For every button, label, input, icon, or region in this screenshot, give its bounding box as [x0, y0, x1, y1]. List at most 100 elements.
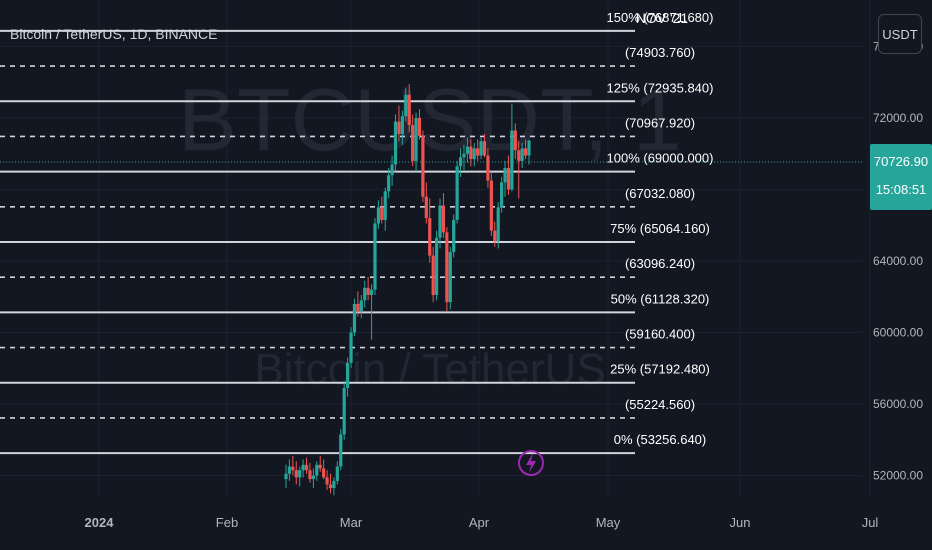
candle	[346, 357, 350, 397]
fib-level-label: (59160.400)	[625, 327, 695, 342]
candle	[462, 144, 466, 170]
candle-body	[503, 168, 507, 183]
candle	[407, 84, 411, 133]
price-badge: 70726.90 15:08:51	[870, 144, 932, 210]
watermark: BTCUSDT, 1 Bitcoin / TetherUS	[178, 70, 682, 394]
candle	[506, 155, 511, 195]
candle-body	[476, 148, 480, 156]
candle	[428, 198, 432, 263]
candle-body	[369, 289, 374, 295]
candle	[291, 455, 295, 476]
candle-body	[352, 303, 357, 333]
candle	[301, 459, 305, 478]
candle-body	[482, 141, 487, 156]
candle-body	[411, 125, 415, 161]
fib-levels[interactable]	[0, 29, 635, 455]
candle	[325, 470, 329, 490]
candle-body	[356, 303, 360, 312]
candle	[342, 382, 346, 440]
candle-body	[434, 237, 439, 295]
time-axis-label: Jun	[730, 515, 751, 530]
candle	[383, 187, 387, 231]
candle	[479, 137, 483, 160]
candle-body	[390, 164, 394, 176]
candle	[431, 246, 435, 303]
candle-body	[428, 218, 432, 256]
fib-level-labels: 150% (76871.680) (74903.760) 125% (72935.8…	[607, 10, 714, 447]
candle	[359, 294, 363, 319]
candle-body	[376, 207, 381, 224]
price-badge-price: 70726.90	[874, 154, 928, 169]
candle-body	[287, 466, 292, 474]
lightning-icon[interactable]	[518, 450, 544, 476]
time-axis-label: Feb	[216, 515, 238, 530]
candle-body	[458, 157, 463, 167]
price-axis-label: 64000.00	[873, 254, 923, 268]
candle-body	[328, 484, 333, 489]
candle-body	[346, 362, 350, 388]
candle-body	[315, 464, 319, 476]
price-badge-countdown: 15:08:51	[876, 182, 927, 197]
candle	[445, 227, 449, 312]
candle	[476, 139, 480, 161]
candle	[390, 155, 394, 186]
candle	[411, 114, 415, 167]
time-axis[interactable]: 2024 Feb Mar Apr May Jun Jul	[85, 515, 879, 530]
candle	[527, 139, 531, 165]
candle	[352, 298, 357, 337]
price-axis-label: 56000.00	[873, 397, 923, 411]
candle	[311, 468, 315, 489]
candle-body	[363, 287, 367, 301]
currency-button[interactable]: USDT	[878, 14, 922, 54]
candle	[503, 160, 507, 197]
candle-body	[308, 470, 312, 480]
candle-body	[472, 148, 476, 160]
fib-level-label: 75% (65064.160)	[610, 221, 710, 236]
candle	[452, 214, 456, 258]
time-axis-label: May	[596, 515, 621, 530]
candle-body	[506, 168, 511, 190]
candle	[366, 277, 370, 301]
candle	[356, 291, 360, 317]
candle-body	[325, 477, 329, 485]
candle-body	[527, 140, 531, 156]
candle	[513, 123, 517, 160]
candle	[287, 459, 292, 481]
chart-title: NOV '21	[635, 10, 689, 26]
lightning-icon-ring	[518, 450, 544, 476]
candle	[373, 218, 377, 295]
price-badge-background	[870, 144, 932, 210]
candle-body	[417, 117, 422, 136]
candle	[414, 112, 418, 172]
candle	[304, 457, 309, 474]
candle	[493, 221, 497, 247]
candle-body	[517, 150, 521, 161]
time-axis-label: 2024	[85, 515, 115, 530]
candle-body	[383, 191, 387, 220]
candle	[349, 327, 353, 369]
candle	[335, 461, 339, 485]
candle-body	[448, 252, 452, 303]
candle	[387, 168, 391, 199]
candle	[369, 284, 374, 340]
candle-body	[493, 230, 497, 242]
candle-body	[489, 180, 493, 231]
candle-body	[339, 434, 343, 467]
candle-body	[322, 468, 326, 478]
candle	[393, 114, 398, 172]
fib-level-label: (63096.240)	[625, 256, 695, 271]
candle-body	[342, 387, 346, 435]
candle-body	[393, 121, 398, 165]
candle	[284, 464, 288, 489]
candle	[328, 473, 333, 494]
fib-level-label: 0% (53256.640)	[614, 432, 707, 447]
candle-body	[513, 130, 517, 151]
candle	[500, 176, 504, 213]
candle	[489, 171, 493, 236]
candle-body	[520, 148, 524, 161]
fib-level-label: 150% (76871.680)	[607, 10, 714, 25]
candle	[298, 466, 302, 487]
fib-level-label: 100% (69000.000)	[607, 151, 714, 166]
candle	[465, 137, 469, 163]
